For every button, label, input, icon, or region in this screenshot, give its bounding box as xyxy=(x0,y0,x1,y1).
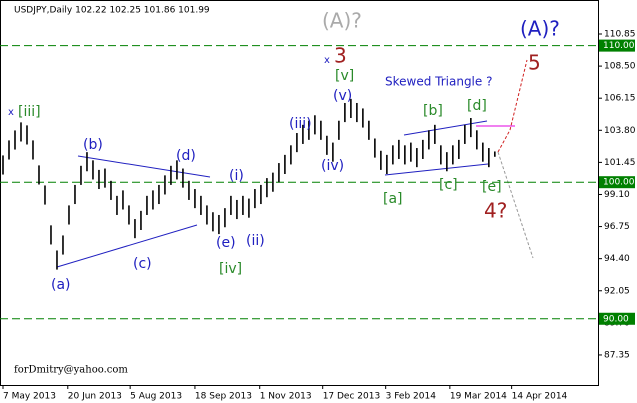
projection xyxy=(497,59,528,153)
wave-label: (e) xyxy=(216,235,236,251)
wave-label: (i) xyxy=(229,168,244,184)
wave-label: (iii) xyxy=(289,116,312,132)
level-box xyxy=(599,176,635,189)
x-tick-label: 19 Mar 2014 xyxy=(450,392,507,402)
chart-title: USDJPY,Daily 102.22 102.25 101.86 101.99 xyxy=(14,6,210,16)
wave-label: 5 xyxy=(528,51,541,75)
level-label: 110.00 xyxy=(603,41,635,51)
wave-lines xyxy=(56,59,534,268)
triangle-line xyxy=(403,120,488,136)
triangle-line xyxy=(56,224,198,268)
y-tick-label: 101.45 xyxy=(604,158,636,168)
wave-label: [d] xyxy=(467,98,487,114)
x-tick-label: 5 Aug 2013 xyxy=(130,392,182,402)
wave-label: (b) xyxy=(83,137,103,153)
y-tick-label: 96.75 xyxy=(604,222,630,232)
x-tick-label: 3 Feb 2014 xyxy=(386,392,437,402)
wave-label: Skewed Triangle ? xyxy=(385,75,492,89)
wave-label: [b] xyxy=(423,103,443,119)
wave-label: [a] xyxy=(383,191,403,207)
wave-label: [c] xyxy=(439,177,458,193)
triangle-line xyxy=(77,155,211,178)
wave-label: [e] xyxy=(482,179,502,195)
wave-label: [iv] xyxy=(219,261,242,277)
level-box xyxy=(599,312,635,325)
footer: forDmitry@yahoo.com xyxy=(14,365,128,376)
y-tick-label: 110.85 xyxy=(604,30,636,40)
projection xyxy=(497,151,534,259)
wave-label: x xyxy=(324,55,330,66)
y-tick-label: 106.15 xyxy=(604,94,636,104)
y-tick-label: 87.35 xyxy=(604,350,630,360)
x-tick-label: 18 Sep 2013 xyxy=(195,392,252,402)
level-label: 100.00 xyxy=(603,178,635,188)
y-tick-label: 108.50 xyxy=(604,62,636,72)
wave-label: (v) xyxy=(333,88,352,104)
y-tick-label: 94.40 xyxy=(604,254,630,264)
level-label: 90.00 xyxy=(603,314,629,324)
wave-label: 4? xyxy=(484,199,507,223)
wave-label: (A)? xyxy=(322,9,362,33)
wave-label: (d) xyxy=(176,148,196,164)
x-tick-label: 17 Dec 2013 xyxy=(323,392,381,402)
x-tick-label: 7 May 2013 xyxy=(3,392,56,402)
wave-label: 3 xyxy=(334,44,347,68)
wave-label: (A)? xyxy=(520,17,560,41)
wave-label: (a) xyxy=(51,277,71,293)
x-tick-label: 14 Apr 2014 xyxy=(512,392,568,402)
wave-label: (c) xyxy=(133,256,152,272)
plot-frame xyxy=(0,0,599,386)
wave-label: (ii) xyxy=(246,233,265,249)
wave-label: (iv) xyxy=(321,158,344,174)
wave-label: [v] xyxy=(335,68,354,84)
x-tick-label: 1 Nov 2013 xyxy=(260,392,312,402)
triangle-line xyxy=(384,163,489,176)
wave-label: x xyxy=(8,107,14,118)
y-tick-label: 99.10 xyxy=(604,190,630,200)
wave-label: [iii] xyxy=(18,104,41,120)
x-tick-label: 20 Jun 2013 xyxy=(68,392,122,402)
y-tick-label: 92.05 xyxy=(604,286,630,296)
level-box xyxy=(599,39,635,52)
y-tick-label: 103.80 xyxy=(604,126,636,136)
